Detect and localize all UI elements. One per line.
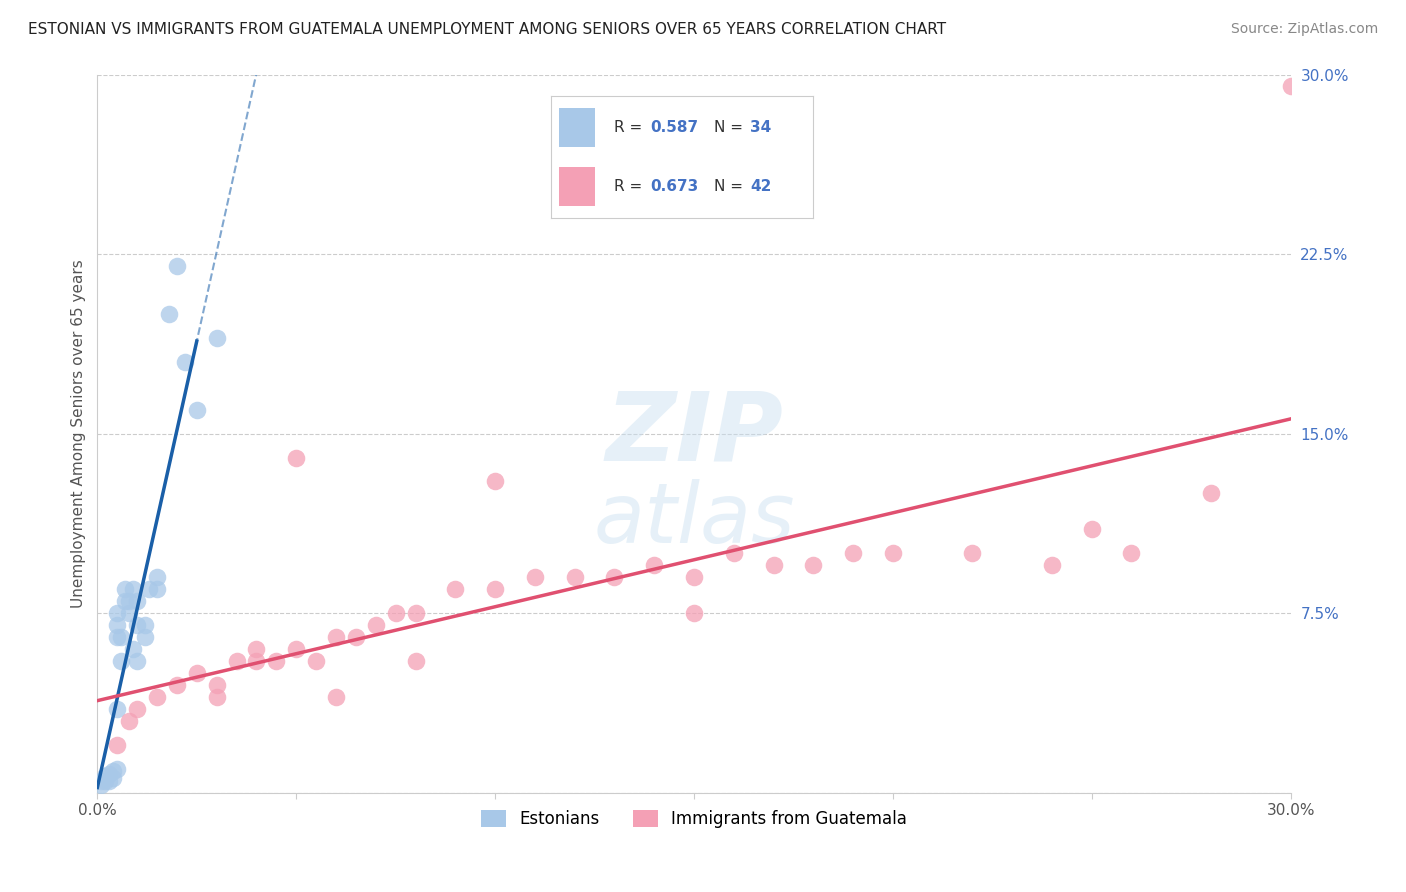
- Point: [98, 773, 121, 788]
- Point: [166, 259, 188, 273]
- Point: [90, 773, 112, 788]
- Point: [127, 702, 149, 716]
- Point: [186, 665, 208, 680]
- Point: [762, 558, 785, 573]
- Point: [114, 582, 136, 597]
- Point: [325, 630, 347, 644]
- Point: [110, 630, 132, 644]
- Point: [484, 582, 506, 597]
- Point: [138, 582, 160, 597]
- Point: [127, 618, 149, 632]
- Point: [173, 355, 195, 369]
- Point: [127, 654, 149, 668]
- Y-axis label: Unemployment Among Seniors over 65 years: Unemployment Among Seniors over 65 years: [72, 260, 86, 608]
- Point: [1080, 522, 1102, 536]
- Point: [683, 570, 706, 584]
- Point: [105, 630, 128, 644]
- Point: [110, 654, 132, 668]
- Point: [146, 690, 169, 704]
- Point: [245, 654, 267, 668]
- Point: [285, 642, 308, 657]
- Text: atlas: atlas: [593, 479, 794, 560]
- Point: [103, 764, 125, 778]
- Point: [801, 558, 824, 573]
- Point: [523, 570, 546, 584]
- Point: [186, 402, 208, 417]
- Point: [205, 678, 228, 692]
- Point: [105, 738, 128, 752]
- Point: [127, 594, 149, 608]
- Point: [90, 779, 112, 793]
- Point: [114, 594, 136, 608]
- Point: [118, 714, 141, 728]
- Point: [564, 570, 586, 584]
- Point: [1279, 79, 1302, 94]
- Point: [882, 546, 904, 560]
- Point: [98, 766, 121, 780]
- Point: [405, 654, 427, 668]
- Point: [484, 475, 506, 489]
- Point: [364, 618, 387, 632]
- Point: [122, 582, 145, 597]
- Point: [105, 606, 128, 620]
- Point: [603, 570, 626, 584]
- Point: [344, 630, 367, 644]
- Point: [643, 558, 665, 573]
- Point: [166, 678, 188, 692]
- Point: [103, 772, 125, 786]
- Point: [105, 618, 128, 632]
- Point: [266, 654, 288, 668]
- Point: [122, 642, 145, 657]
- Text: ESTONIAN VS IMMIGRANTS FROM GUATEMALA UNEMPLOYMENT AMONG SENIORS OVER 65 YEARS C: ESTONIAN VS IMMIGRANTS FROM GUATEMALA UN…: [28, 22, 946, 37]
- Point: [683, 606, 706, 620]
- Point: [157, 307, 180, 321]
- Point: [285, 450, 308, 465]
- Point: [245, 642, 267, 657]
- Point: [105, 762, 128, 776]
- Text: ZIP: ZIP: [605, 387, 783, 480]
- Point: [305, 654, 328, 668]
- Point: [146, 570, 169, 584]
- Point: [105, 702, 128, 716]
- Legend: Estonians, Immigrants from Guatemala: Estonians, Immigrants from Guatemala: [474, 803, 914, 835]
- Point: [205, 331, 228, 345]
- Point: [723, 546, 745, 560]
- Text: Source: ZipAtlas.com: Source: ZipAtlas.com: [1230, 22, 1378, 37]
- Point: [118, 606, 141, 620]
- Point: [962, 546, 984, 560]
- Point: [1199, 486, 1222, 500]
- Point: [842, 546, 865, 560]
- Point: [1040, 558, 1063, 573]
- Point: [1121, 546, 1143, 560]
- Point: [405, 606, 427, 620]
- Point: [444, 582, 467, 597]
- Point: [118, 594, 141, 608]
- Point: [94, 769, 117, 783]
- Point: [225, 654, 247, 668]
- Point: [205, 690, 228, 704]
- Point: [384, 606, 406, 620]
- Point: [146, 582, 169, 597]
- Point: [94, 773, 117, 788]
- Point: [134, 618, 156, 632]
- Point: [325, 690, 347, 704]
- Point: [134, 630, 156, 644]
